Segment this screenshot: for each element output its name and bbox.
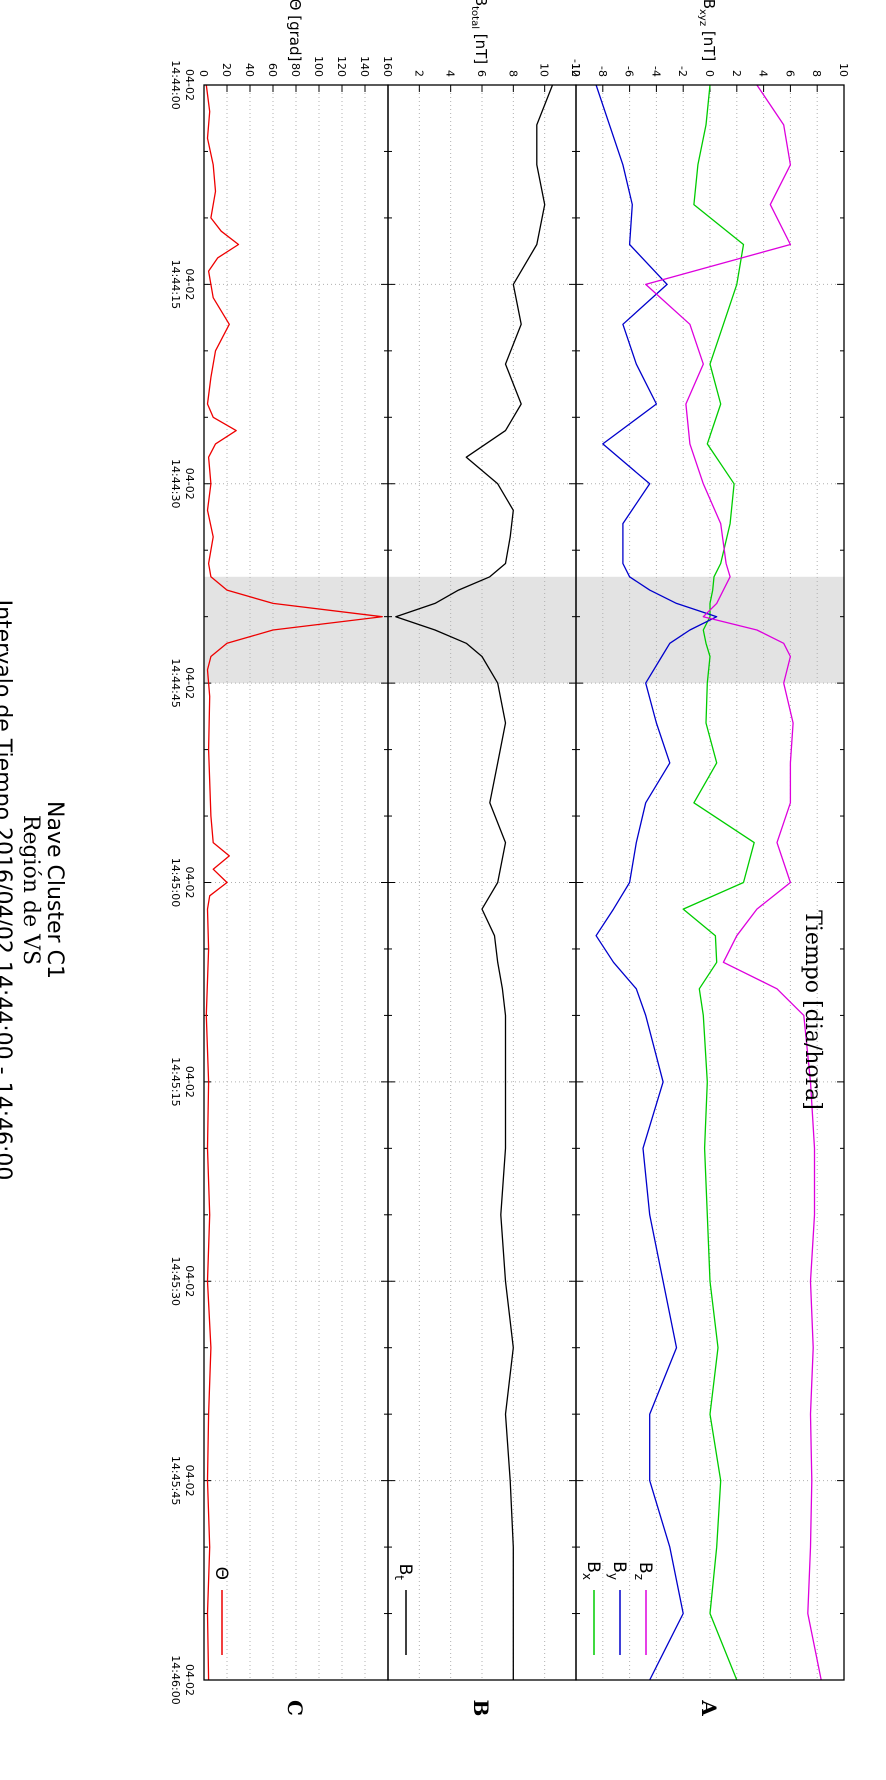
x-tick-label-date: 04-02 [183,268,196,300]
y-tick-label: 2 [730,70,743,77]
y-tick-label: 80 [289,63,302,77]
y-tick-label: 6 [475,70,488,77]
series-line-by [595,84,718,1681]
x-tick-label-time: 14:44:30 [169,459,182,508]
series-line-θ [205,84,383,1681]
y-tick-label: 4 [444,70,457,77]
chart-title: Nave Cluster C1 Región de VS Intervalo d… [0,600,67,1181]
legend-label: Θ [211,1567,231,1580]
y-tick-label: 60 [266,63,279,77]
y-axis-label: Bxyz [nT] [697,0,718,61]
x-tick-label-time: 14:45:00 [169,858,182,907]
x-tick-label-time: 14:45:15 [169,1057,182,1106]
x-tick-label-date: 04-02 [183,667,196,699]
panel-b: 2 4 6 8 10 12 B Btotal [nT] Bt [387,0,582,1717]
series-line-bz [645,84,822,1681]
y-tick-label: 8 [810,70,823,77]
x-tick-label-date: 04-02 [183,69,196,101]
panel-letter: C [283,1700,307,1716]
y-tick-label: 8 [506,70,519,77]
legend-label: By [606,1561,629,1580]
x-tick-label-date: 04-02 [183,1664,196,1696]
panel-letter: A [697,1699,721,1716]
legend-label: Bt [392,1564,415,1581]
title-line-3: Intervalo de Tiempo 2016/04/02 14:44:00 … [0,600,15,1181]
x-tick-label-time: 14:45:30 [169,1257,182,1306]
y-tick-label: 4 [757,70,770,77]
y-axis-label: Θ [grad] [286,0,304,61]
y-tick-label: 160 [381,56,394,77]
y-tick-label: 40 [243,63,256,77]
y-tick-label: 140 [358,56,371,77]
rotated-chart: Nave Cluster C1 Región de VS Intervalo d… [0,0,850,1716]
x-tick-label-time: 14:46:00 [169,1655,182,1704]
x-tick-label-time: 14:44:15 [169,260,182,309]
y-axis-label: Btotal [nT] [469,0,490,64]
y-tick-label: 0 [703,70,716,77]
panel-frame [203,84,389,1681]
legend-label: Bz [632,1562,655,1580]
x-tick-label-time: 14:44:45 [169,658,182,707]
x-tick-label-date: 04-02 [183,468,196,500]
y-tick-label: -2 [676,66,689,77]
x-tick-label-date: 04-02 [183,1265,196,1297]
title-line-1: Nave Cluster C1 [42,801,67,979]
y-tick-label: 2 [412,70,425,77]
y-tick-label: -8 [596,66,609,77]
y-tick-label: -4 [649,66,662,77]
title-line-2: Región de VS [18,815,43,965]
panel-c: 0 20 40 60 80 100 120 140 160 C Θ [grad] Θ [197,0,394,1716]
x-tick-label-date: 04-02 [183,867,196,899]
y-tick-label: 20 [220,63,233,77]
x-tick-label-time: 14:44:00 [169,60,182,109]
panel-letter: B [469,1700,493,1717]
y-tick-label: 120 [335,56,348,77]
y-tick-label: -6 [623,66,636,77]
x-axis-label: Tiempo [dia/hora] [800,910,825,1110]
x-tick-label-date: 04-02 [183,1066,196,1098]
y-tick-label: 6 [783,70,796,77]
series-line-bt [395,84,554,1680]
y-tick-label: -10 [569,59,582,77]
y-tick-label: 12 [569,63,582,77]
series-line-bx [682,84,755,1681]
x-tick-label-date: 04-02 [183,1465,196,1497]
legend-label: Bx [580,1561,603,1580]
y-tick-label: 0 [197,70,210,77]
y-tick-label: 100 [312,56,325,77]
y-tick-label: 10 [837,63,850,77]
x-tick-label-time: 14:45:45 [169,1456,182,1505]
shaded-interval [204,576,844,684]
y-tick-label: 10 [538,63,551,77]
